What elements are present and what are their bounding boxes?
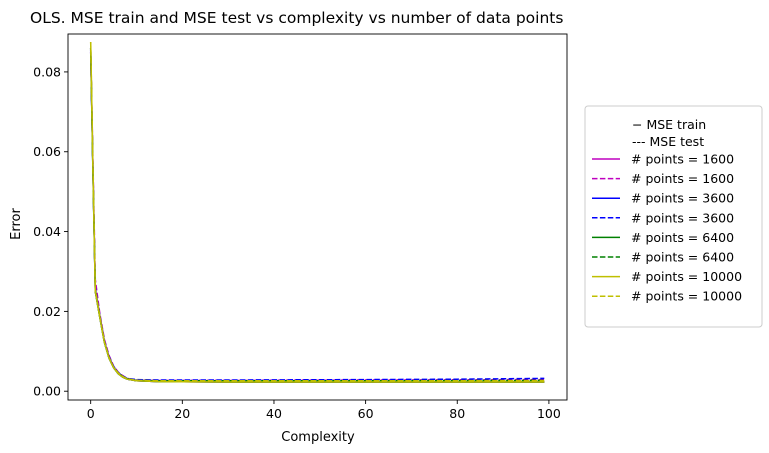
- x-tick-label: 40: [266, 406, 282, 421]
- x-axis-label: Complexity: [281, 430, 355, 445]
- y-tick-label: 0.06: [33, 144, 61, 159]
- series-line-2: [89, 51, 545, 383]
- x-axis: 0 20 40 60 80 100: [87, 400, 561, 421]
- x-tick-label: 20: [174, 406, 190, 421]
- series-line-0: [89, 51, 545, 383]
- y-tick-label: 0.00: [33, 384, 61, 399]
- series-line-5: [89, 47, 545, 382]
- series-line-3: [89, 49, 545, 381]
- legend-header-1: --- MSE test: [632, 134, 704, 149]
- legend-label-7: # points = 10000: [631, 289, 742, 304]
- x-tick-label: 100: [537, 406, 561, 421]
- series-line-1: [89, 47, 545, 382]
- legend-label-4: # points = 6400: [631, 230, 734, 245]
- plot-area: [67, 33, 568, 401]
- legend-label-1: # points = 1600: [631, 171, 734, 186]
- legend-label-5: # points = 6400: [631, 250, 734, 265]
- y-axis-label: Error: [9, 208, 24, 240]
- x-tick-label: 0: [87, 406, 95, 421]
- legend-header-0: − MSE train: [632, 117, 706, 132]
- legend-label-6: # points = 10000: [631, 269, 742, 284]
- legend: − MSE train --- MSE test # points = 1600 # …: [584, 105, 763, 328]
- x-tick-label: 60: [358, 406, 374, 421]
- series-line-6: [89, 41, 545, 383]
- series-line-4: [89, 47, 545, 383]
- y-axis: 0.00 0.02 0.04 0.06 0.08: [33, 64, 68, 399]
- y-tick-label: 0.02: [33, 304, 61, 319]
- chart-title: OLS. MSE train and MSE test vs complexit…: [30, 9, 563, 27]
- plot-frame: [67, 33, 568, 401]
- y-tick-label: 0.04: [33, 224, 61, 239]
- legend-label-0: # points = 1600: [631, 152, 734, 167]
- x-tick-label: 80: [449, 406, 465, 421]
- y-tick-label: 0.08: [33, 64, 61, 79]
- series-line-7: [89, 41, 545, 382]
- legend-box: [584, 105, 763, 328]
- legend-label-3: # points = 3600: [631, 210, 734, 225]
- legend-label-2: # points = 3600: [631, 191, 734, 206]
